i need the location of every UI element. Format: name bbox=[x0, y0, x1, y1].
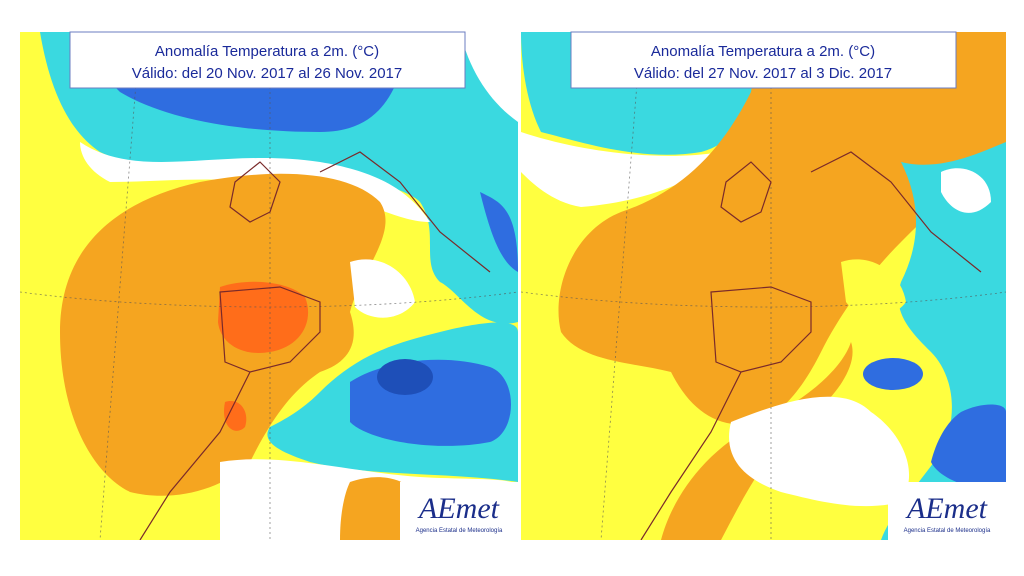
logo-box bbox=[400, 482, 518, 540]
map-panel: Anomalía Temperatura a 2m. (°C) Válido: … bbox=[20, 31, 518, 540]
anomaly-field bbox=[20, 32, 518, 540]
map-period: Válido: del 27 Nov. 2017 al 3 Dic. 2017 bbox=[634, 65, 892, 82]
logo-box bbox=[888, 482, 1006, 540]
title-box bbox=[69, 31, 466, 89]
logo-subtitle: Agencia Estatal de Meteorología bbox=[416, 528, 503, 534]
map-period: Válido: del 20 Nov. 2017 al 26 Nov. 2017 bbox=[132, 65, 402, 82]
map-title: Anomalía Temperatura a 2m. (°C) bbox=[155, 43, 379, 60]
logo: AEmet bbox=[417, 492, 500, 525]
map-title: Anomalía Temperatura a 2m. (°C) bbox=[651, 43, 875, 60]
title-box bbox=[570, 31, 957, 89]
map-panel: Anomalía Temperatura a 2m. (°C) Válido: … bbox=[521, 31, 1006, 540]
anomaly-field bbox=[521, 32, 1006, 540]
logo: AEmet bbox=[905, 492, 988, 525]
logo-subtitle: Agencia Estatal de Meteorología bbox=[904, 528, 991, 534]
